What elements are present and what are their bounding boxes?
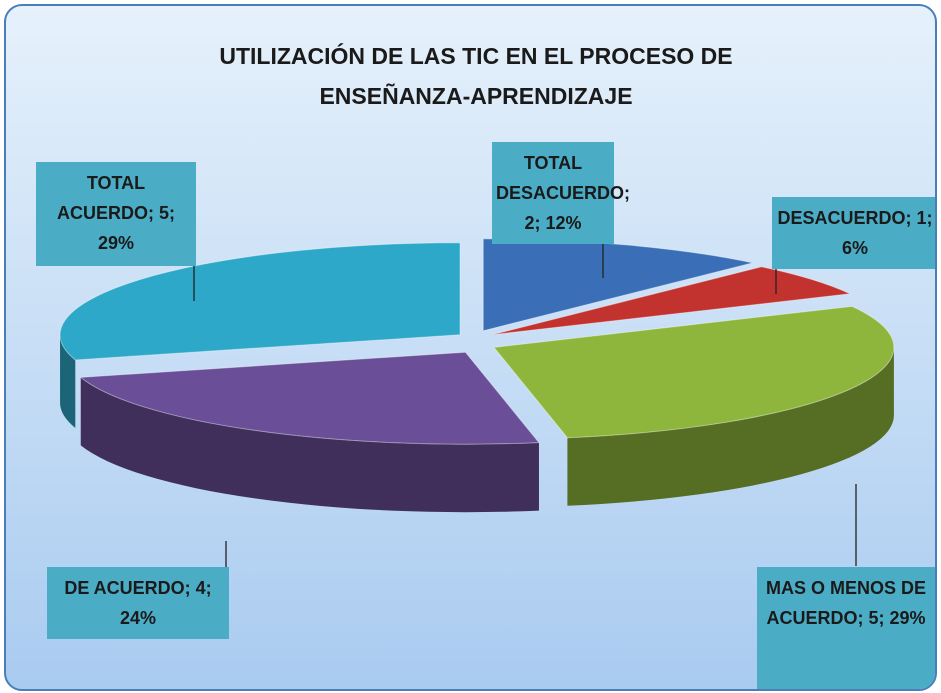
data-label: TOTAL DESACUERDO; 2; 12%	[492, 142, 630, 244]
data-label: DE ACUERDO; 4; 24%	[47, 567, 229, 639]
chart: UTILIZACIÓN DE LAS TIC EN EL PROCESO DE …	[4, 4, 937, 691]
pie-slice-side	[60, 334, 76, 428]
pie-slice-side	[567, 347, 894, 506]
pie-slice	[492, 305, 895, 439]
pie-slice	[79, 351, 540, 445]
plot	[59, 238, 895, 571]
data-label: DESACUERDO; 1; 6%	[772, 197, 935, 269]
data-label: TOTAL ACUERDO; 5; 29%	[36, 162, 196, 266]
data-label: MAS O MENOS DE ACUERDO; 5; 29%	[757, 567, 935, 689]
pie-slice	[491, 266, 852, 336]
chart-title: UTILIZACIÓN DE LAS TIC EN EL PROCESO DE …	[219, 43, 733, 109]
pie-slice	[59, 242, 461, 361]
pie-slice-side	[80, 377, 539, 513]
